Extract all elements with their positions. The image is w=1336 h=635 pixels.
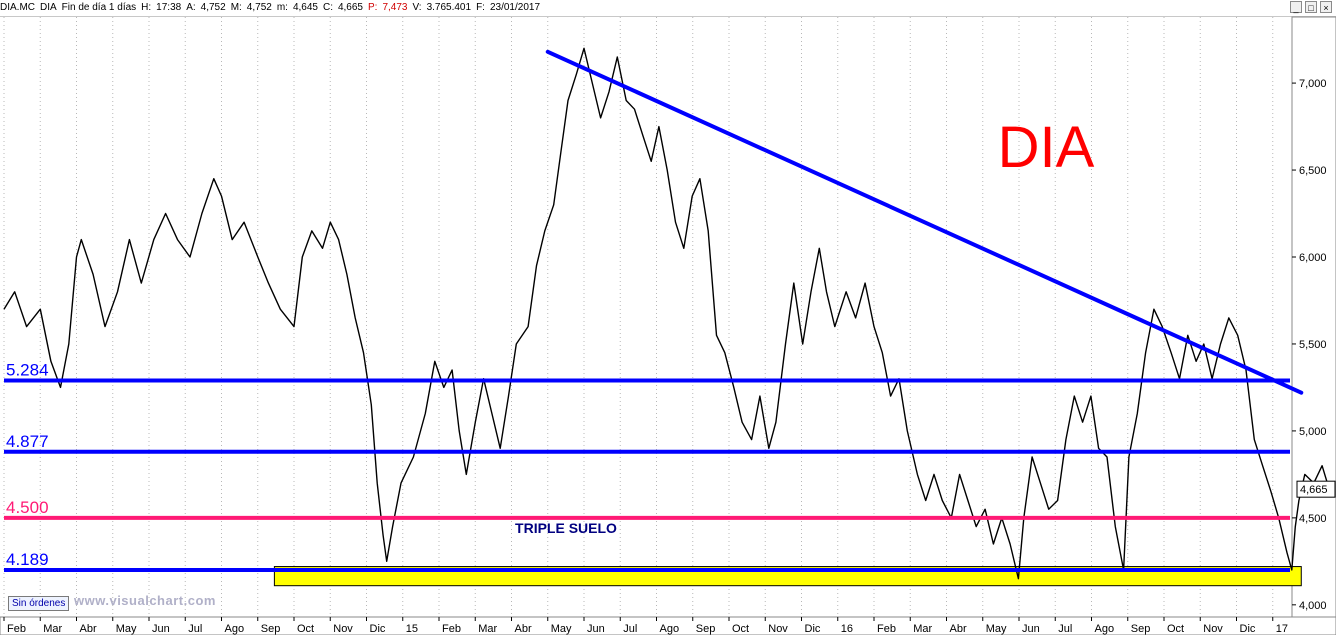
x-tick-label: Jul [623,623,637,635]
min-label: m: [276,2,288,13]
h-label: H: [141,2,152,13]
x-tick-label: Sep [261,623,281,635]
symbol-text: DIA.MC [0,2,35,13]
x-tick-label: Oct [1167,623,1184,635]
level-label: 4.500 [6,498,49,517]
a-value: 4,752 [200,2,226,13]
y-tick-label: 4,500 [1299,513,1327,525]
h-value: 17:38 [156,2,182,13]
volume-value: 3.765.401 [426,2,472,13]
watermark-text: www.visualchart.com [74,593,216,608]
min-value: 4,645 [292,2,318,13]
x-tick-label: Dic [1240,623,1256,635]
period-text: Fin de día 1 días [61,2,137,13]
y-axis-panel [1291,16,1336,618]
x-tick-label: May [551,623,572,635]
x-tick-label: 16 [841,623,853,635]
plot-area [0,17,1292,617]
x-tick-label: Abr [80,623,97,635]
y-tick-label: 6,000 [1299,252,1327,264]
x-tick-label: Jul [1058,623,1072,635]
close-label: C: [322,2,333,13]
x-tick-label: Sep [696,623,716,635]
x-tick-label: 15 [406,623,418,635]
x-tick-label: Mar [913,623,932,635]
m-value: 4,752 [246,2,272,13]
x-axis-panel [0,616,1336,635]
y-tick-label: 5,000 [1299,426,1327,438]
x-tick-label: May [986,623,1007,635]
x-tick-label: Ago [660,623,680,635]
minimize-button[interactable]: _ [1290,1,1302,13]
triple-bottom-annotation: TRIPLE SUELO [515,520,617,536]
x-tick-label: Oct [297,623,314,635]
p-label: P: [368,2,378,13]
level-label: 4.877 [6,432,49,451]
y-tick-label: 5,500 [1299,339,1327,351]
x-tick-label: Jun [587,623,605,635]
date-value: 23/01/2017 [489,2,541,13]
x-tick-label: Ago [225,623,245,635]
volume-label: V: [412,2,422,13]
last-price-tag [1296,480,1336,498]
y-tick-label: 7,000 [1299,78,1327,90]
x-tick-label: Abr [515,623,532,635]
a-label: A: [186,2,196,13]
last-price-value: 4,665 [1300,484,1328,496]
p-value: 7,473 [382,2,408,13]
x-tick-label: Nov [1203,623,1223,635]
x-tick-label: Jun [1022,623,1040,635]
price-line [3,47,1330,580]
name-text: DIA [40,2,57,13]
x-tick-label: Mar [478,623,497,635]
level-label: 5.284 [6,360,49,379]
x-tick-label: Oct [732,623,749,635]
maximize-button[interactable]: □ [1305,1,1317,13]
x-tick-label: Jul [188,623,202,635]
m-label: M: [230,2,242,13]
x-tick-label: Feb [877,623,896,635]
x-tick-label: Feb [442,623,461,635]
chart-title-bar: DIA.MC DIA Fin de día 1 días H: 17:38 A: 4,752… [0,0,1336,17]
x-tick-label: Nov [768,623,788,635]
x-tick-label: May [116,623,137,635]
x-tick-label: Mar [43,623,62,635]
chart-title: DIA [998,115,1095,180]
x-tick-label: Sep [1131,623,1151,635]
level-label: 4.189 [6,550,49,569]
x-tick-label: Abr [950,623,967,635]
y-tick-label: 6,500 [1299,165,1327,177]
x-tick-label: Ago [1095,623,1115,635]
x-tick-label: 17 [1276,623,1288,635]
date-label: F: [476,2,485,13]
x-tick-label: Jun [152,623,170,635]
no-orders-button[interactable]: Sin órdenes [8,596,70,611]
trend-line [545,49,1304,395]
close-value: 4,665 [337,2,363,13]
x-tick-label: Nov [333,623,353,635]
y-tick-label: 4,000 [1299,600,1327,612]
close-button[interactable]: × [1320,1,1332,13]
x-tick-label: Feb [7,623,26,635]
x-tick-label: Dic [370,623,386,635]
x-tick-label: Dic [805,623,821,635]
